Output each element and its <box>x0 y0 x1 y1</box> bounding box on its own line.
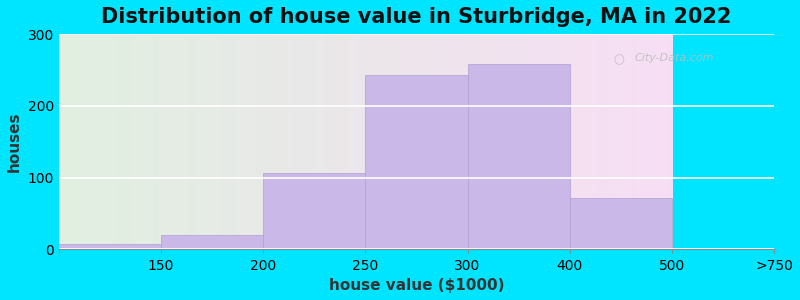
X-axis label: house value ($1000): house value ($1000) <box>329 278 504 293</box>
Text: City-Data.com: City-Data.com <box>634 53 714 63</box>
Title: Distribution of house value in Sturbridge, MA in 2022: Distribution of house value in Sturbridg… <box>102 7 732 27</box>
Y-axis label: houses: houses <box>7 112 22 172</box>
Text: ○: ○ <box>613 53 624 66</box>
Bar <box>467 64 570 250</box>
Bar <box>366 75 467 250</box>
Bar <box>570 198 672 250</box>
Bar <box>263 172 366 250</box>
Bar <box>161 235 263 250</box>
Bar <box>58 244 161 250</box>
